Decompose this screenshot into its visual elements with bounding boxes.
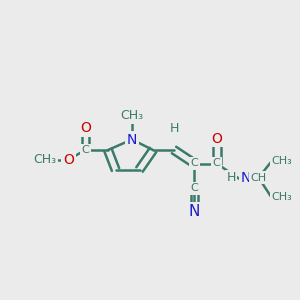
Text: C: C [190, 183, 198, 194]
Text: C: C [213, 158, 220, 169]
Text: N: N [241, 171, 251, 184]
Text: CH₃: CH₃ [272, 156, 292, 167]
Text: CH: CH [250, 172, 267, 183]
Text: O: O [211, 132, 222, 145]
Text: N: N [127, 133, 137, 146]
Text: C: C [82, 145, 89, 155]
Text: CH₃: CH₃ [272, 192, 292, 203]
Text: CH₃: CH₃ [33, 153, 57, 166]
Text: H: H [226, 171, 236, 184]
Text: O: O [63, 153, 74, 166]
Text: H: H [169, 122, 179, 135]
Text: CH₃: CH₃ [120, 109, 144, 122]
Text: C: C [190, 158, 198, 169]
Text: N: N [189, 204, 200, 219]
Text: O: O [80, 122, 91, 135]
